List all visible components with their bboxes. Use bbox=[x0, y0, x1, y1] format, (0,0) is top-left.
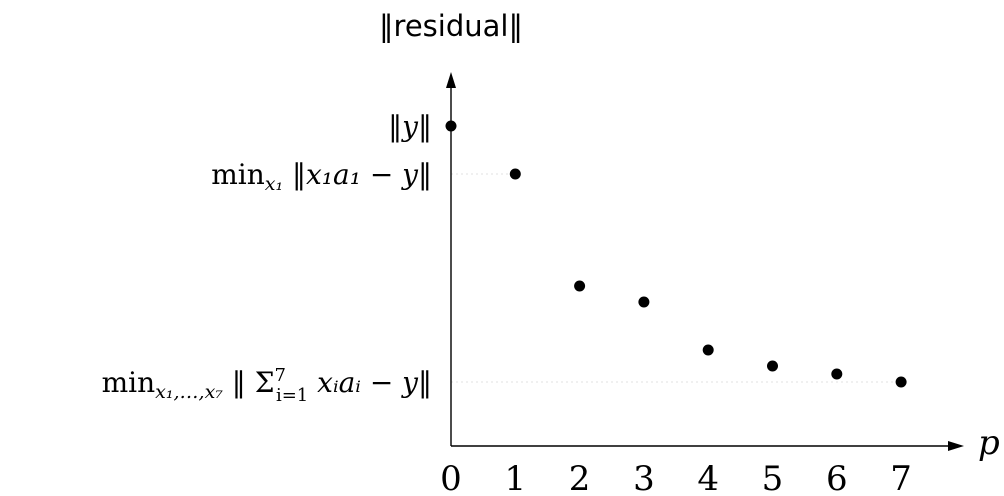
norm-open: ‖ bbox=[223, 366, 255, 399]
min-prefix: min bbox=[211, 158, 265, 191]
y-annotation-single-min: minx₁ ‖x₁a₁ − y‖ bbox=[211, 158, 432, 195]
x-tick-label: 5 bbox=[762, 459, 784, 496]
data-point bbox=[702, 344, 714, 356]
x-axis-title: p bbox=[978, 423, 1000, 463]
sum-subscript: i=1 bbox=[276, 385, 308, 406]
y-axis-title: ‖residual‖ bbox=[379, 9, 523, 43]
y-axis-arrow bbox=[446, 72, 456, 88]
x-tick-label: 6 bbox=[826, 459, 848, 496]
data-point bbox=[445, 120, 457, 132]
x-tick-label: 7 bbox=[890, 459, 912, 496]
min-prefix: min bbox=[102, 366, 156, 399]
min-subscript: x₁,…,x₇ bbox=[155, 381, 223, 403]
min-body: xᵢaᵢ − y‖ bbox=[308, 366, 432, 399]
min-subscript: x₁ bbox=[265, 173, 283, 195]
y-annotation-norm-y: ‖y‖ bbox=[388, 110, 432, 143]
data-points bbox=[445, 120, 907, 388]
data-point bbox=[767, 360, 778, 372]
data-point bbox=[895, 376, 907, 388]
guide-lines bbox=[451, 173, 902, 383]
x-tick-label: 4 bbox=[697, 459, 719, 496]
x-tick-label: 2 bbox=[569, 459, 591, 496]
sum-symbol: Σ bbox=[255, 366, 275, 399]
x-axis-arrow bbox=[948, 441, 964, 451]
x-tick-label: 1 bbox=[504, 459, 526, 496]
sum-superscript: 7 bbox=[275, 365, 286, 386]
x-tick-label: 3 bbox=[633, 459, 655, 496]
x-tick-label: 0 bbox=[440, 459, 462, 496]
data-point bbox=[509, 168, 521, 180]
data-point bbox=[574, 280, 586, 292]
y-annotation-full-min: minx₁,…,x₇ ‖ Σ7 i=1 xᵢaᵢ − y‖ bbox=[102, 365, 432, 406]
x-tick-labels: 0 1 2 3 4 5 6 7 bbox=[440, 459, 912, 496]
data-point bbox=[638, 296, 650, 308]
data-point bbox=[831, 368, 843, 380]
min-body: ‖x₁a₁ − y‖ bbox=[283, 158, 432, 191]
